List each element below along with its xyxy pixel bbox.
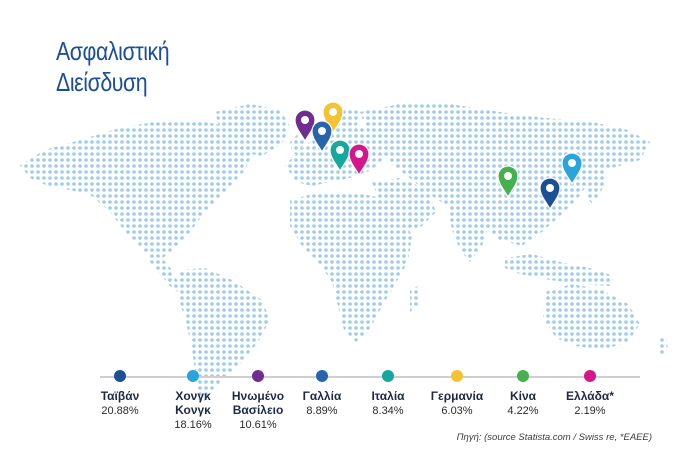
- title-line-2: Διείσδυση: [56, 67, 148, 97]
- legend-value: 4.22%: [507, 405, 539, 417]
- legend-dot: [517, 370, 529, 382]
- legend-dot: [584, 370, 596, 382]
- legend-value: 20.88%: [101, 405, 139, 417]
- legend-item-5: Ιταλία 8.34%: [338, 370, 438, 418]
- legend-country-name: Κίνα: [509, 389, 537, 403]
- legend-country-name: Ιταλία: [371, 389, 405, 403]
- legend-country-name: Ταϊβάν: [100, 389, 140, 403]
- map-pins: [294, 101, 583, 211]
- legend-item-6: Γερμανία 6.03%: [407, 370, 507, 418]
- legend-country-name: Γαλλία: [302, 389, 342, 403]
- legend-dot: [316, 370, 328, 382]
- legend-country-name: Ηνωμένο Βασίλειο: [231, 389, 285, 417]
- legend-value: 2.19%: [574, 405, 606, 417]
- legend-value: 18.16%: [174, 419, 212, 431]
- legend-country-name: Ελλάδα*: [566, 389, 614, 403]
- legend-dot: [252, 370, 264, 382]
- legend-axis-line: [100, 376, 640, 378]
- title-line-1: Ασφαλιστική: [56, 36, 170, 66]
- legend-item-2: Χονγκ Κονγκ 18.16%: [143, 370, 243, 432]
- legend-item-7: Κίνα 4.22%: [473, 370, 573, 418]
- chart-title: Ασφαλιστική Διείσδυση: [56, 36, 170, 98]
- legend-item-4: Γαλλία 8.89%: [272, 370, 372, 418]
- legend-dot: [382, 370, 394, 382]
- legend-dot: [187, 370, 199, 382]
- map-pin-7: [497, 165, 519, 199]
- source-note: Πηγή: (source Statista.com / Swiss re, *…: [456, 432, 652, 443]
- legend-item-8: Ελλάδα* 2.19%: [540, 370, 640, 418]
- legend-value: 8.89%: [306, 405, 338, 417]
- legend-item-1: Ταϊβάν 20.88%: [70, 370, 170, 418]
- legend-dot: [114, 370, 126, 382]
- legend-country-name: Χονγκ Κονγκ: [175, 389, 211, 417]
- legend-value: 6.03%: [441, 405, 473, 417]
- map-pin-2: [561, 152, 583, 186]
- legend-value: 10.61%: [239, 419, 277, 431]
- map-pin-1: [539, 177, 561, 211]
- map-pin-5: [329, 139, 351, 173]
- map-pin-3: [294, 109, 316, 143]
- legend-item-3: Ηνωμένο Βασίλειο 10.61%: [208, 370, 308, 432]
- map-pin-8: [348, 143, 370, 177]
- legend-country-name: Γερμανία: [430, 389, 484, 403]
- map-pin-4: [311, 120, 333, 154]
- legend-dot: [451, 370, 463, 382]
- legend-value: 8.34%: [372, 405, 404, 417]
